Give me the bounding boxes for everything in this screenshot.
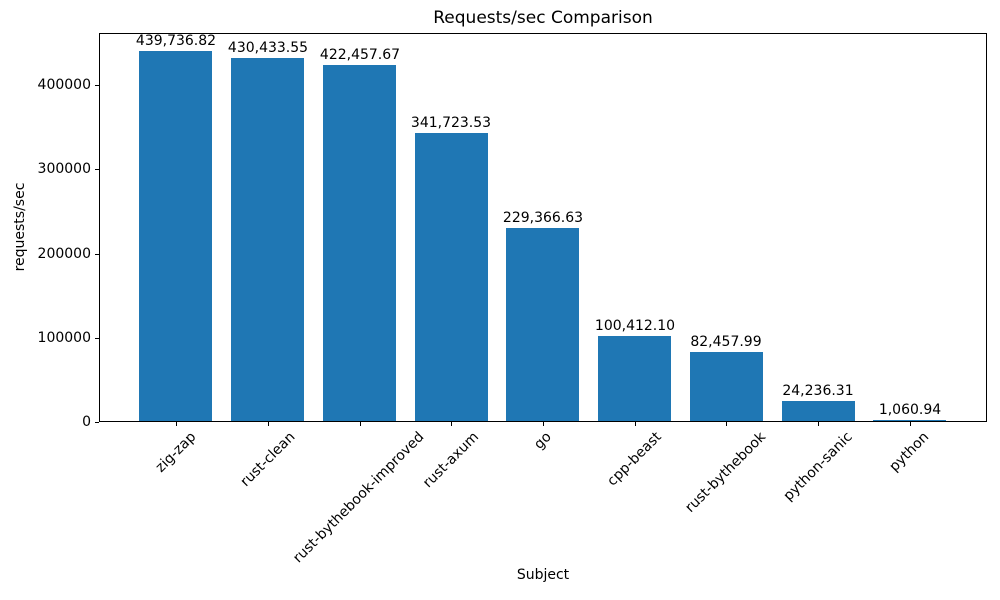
bar-rust-bythebook (690, 352, 763, 421)
bar-rust-bythebook-improved (323, 65, 396, 421)
y-tick-label: 400000 (37, 77, 91, 93)
bar-value-label: 229,366.63 (502, 210, 584, 226)
x-tick-mark (268, 422, 269, 426)
bar-rust-axum (415, 133, 488, 421)
bar-value-label: 439,736.82 (135, 33, 217, 49)
y-tick-label: 100000 (37, 330, 91, 346)
x-tick-label: rust-bythebook (682, 429, 770, 516)
x-tick-label: cpp-beast (604, 429, 665, 490)
bar-python-sanic (782, 401, 855, 421)
x-tick-mark (176, 422, 177, 426)
x-tick-mark (910, 422, 911, 426)
x-tick-label: python-sanic (780, 429, 856, 505)
bar-value-label: 24,236.31 (782, 383, 854, 399)
bar-zig-zap (139, 51, 212, 421)
bar-python (873, 420, 946, 421)
y-tick-label: 200000 (37, 246, 91, 262)
x-tick-label: python (886, 429, 933, 475)
x-axis-label: Subject (516, 567, 570, 583)
x-tick-mark (360, 422, 361, 426)
bar-value-label: 430,433.55 (227, 40, 309, 56)
x-tick-label: go (531, 429, 555, 453)
bar-rust-clean (231, 58, 304, 421)
bar-value-label: 1,060.94 (878, 402, 942, 418)
y-tick-mark (95, 338, 99, 339)
bar-cpp-beast (598, 336, 671, 421)
y-tick-mark (95, 422, 99, 423)
y-tick-label: 0 (82, 414, 91, 430)
bar-value-label: 100,412.10 (594, 318, 676, 334)
bar-value-label: 422,457.67 (319, 47, 401, 63)
bar-go (506, 228, 579, 421)
x-tick-mark (726, 422, 727, 426)
y-tick-mark (95, 85, 99, 86)
bar-value-label: 82,457.99 (690, 334, 762, 350)
y-tick-mark (95, 169, 99, 170)
x-tick-mark (451, 422, 452, 426)
chart-title: Requests/sec Comparison (433, 8, 653, 28)
x-tick-label: zig-zap (152, 429, 200, 476)
y-tick-mark (95, 254, 99, 255)
y-tick-label: 300000 (37, 161, 91, 177)
x-tick-label: rust-clean (237, 429, 299, 490)
x-tick-mark (543, 422, 544, 426)
x-tick-mark (818, 422, 819, 426)
plot-area: 439,736.82 430,433.55 422,457.67 341,723.53… (99, 33, 987, 422)
x-tick-label: rust-axum (420, 429, 483, 492)
bar-value-label: 341,723.53 (410, 115, 492, 131)
x-tick-label: rust-bythebook-improved (290, 429, 428, 567)
x-tick-mark (635, 422, 636, 426)
